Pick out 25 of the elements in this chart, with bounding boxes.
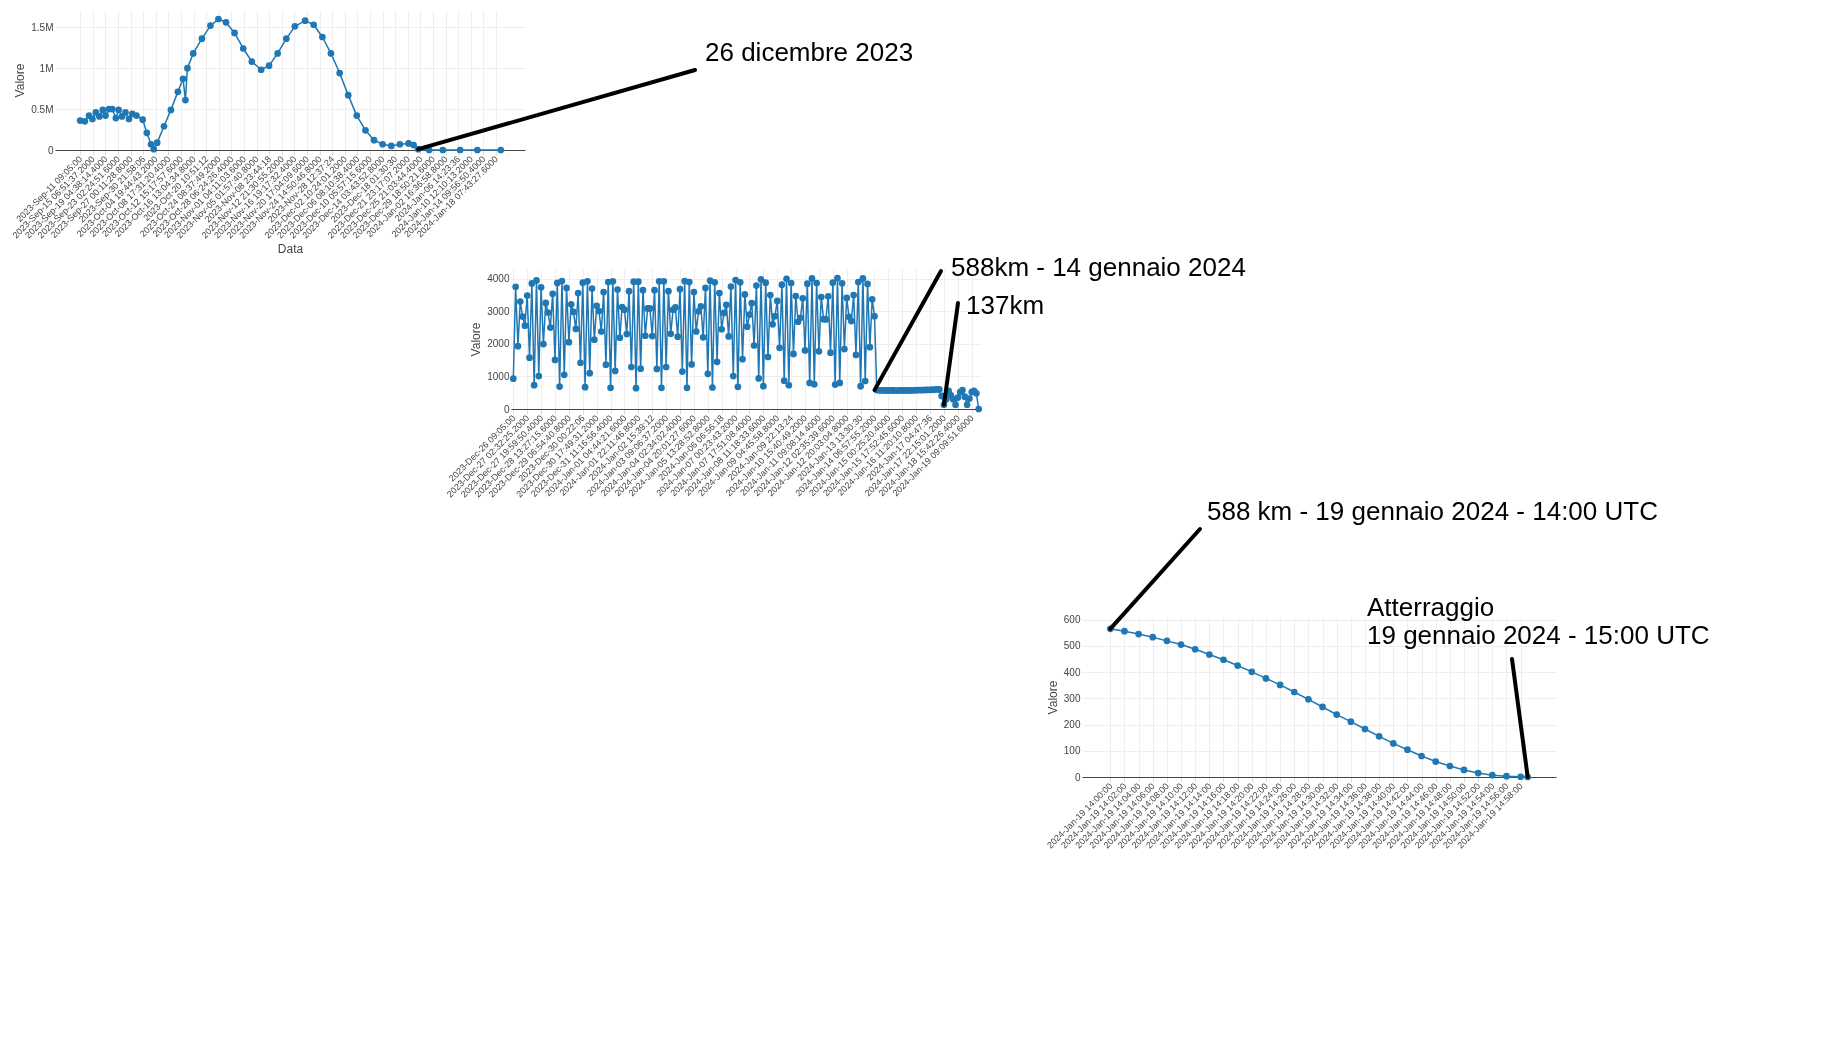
y-tick-label: 0 [503,403,510,415]
annotation: 588 km - 19 gennaio 2024 - 14:00 UTC [1207,496,1658,526]
y-tick-label: 3000 [487,305,510,317]
x-axis-title: Data [277,242,304,257]
y-tick-label: 0 [1074,771,1081,783]
y-tick-label: 500 [1063,640,1081,652]
y-axis-title: Valore [13,63,28,98]
y-tick-label: 2000 [487,338,510,350]
y-tick-label: 0 [47,144,54,156]
annotation: Atterraggio 19 gennaio 2024 - 15:00 UTC [1367,592,1710,650]
y-tick-label: 0.5M [31,103,54,115]
y-tick-label: 600 [1063,614,1081,626]
y-tick-label: 200 [1063,719,1081,731]
y-tick-label: 4000 [487,273,510,285]
y-tick-label: 1M [39,62,54,74]
y-tick-label: 1000 [487,370,510,382]
y-tick-label: 300 [1063,692,1081,704]
y-tick-label: 100 [1063,745,1081,757]
annotation: 26 dicembre 2023 [705,37,914,67]
annotation: 588km - 14 gennaio 2024 [951,252,1246,282]
y-tick-label: 400 [1063,666,1081,678]
y-tick-label: 1.5M [31,21,54,33]
annotation: 137km [966,290,1045,320]
y-axis-title: Valore [1045,680,1060,715]
y-axis-title: Valore [469,322,484,357]
